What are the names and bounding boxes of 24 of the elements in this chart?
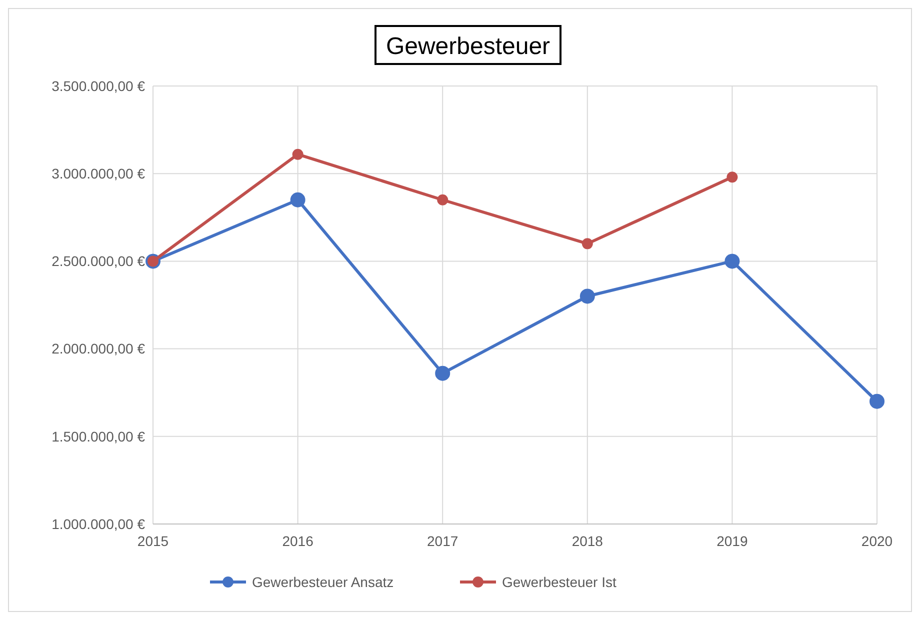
point	[292, 148, 304, 160]
x-tick-label: 2018	[572, 533, 604, 549]
point	[290, 192, 306, 208]
point	[437, 194, 448, 206]
y-tick-label: 3.000.000,00 €	[52, 166, 146, 182]
y-tick-label: 1.000.000,00 €	[52, 516, 146, 532]
x-tick-label: 2016	[282, 533, 314, 549]
point	[435, 366, 450, 381]
legend-label: Gewerbesteuer Ansatz	[252, 574, 394, 590]
chart-title: Gewerbesteuer	[386, 33, 550, 60]
legend-label: Gewerbesteuer Ist	[502, 574, 616, 590]
point	[580, 288, 595, 304]
y-tick-label: 2.500.000,00 €	[52, 253, 146, 270]
point	[870, 394, 884, 409]
x-tick-label: 2019	[716, 533, 748, 549]
x-tick-label: 2015	[137, 533, 169, 549]
y-tick-label: 1.500.000,00 €	[52, 428, 146, 444]
point	[724, 254, 740, 269]
y-tick-label: 3.500.000,00 €	[52, 78, 146, 94]
point	[726, 172, 738, 183]
y-tick-label: 2.000.000,00 €	[52, 340, 146, 357]
point	[582, 238, 593, 250]
x-tick-label: 2017	[427, 533, 458, 549]
x-tick-label: 2020	[861, 533, 893, 549]
